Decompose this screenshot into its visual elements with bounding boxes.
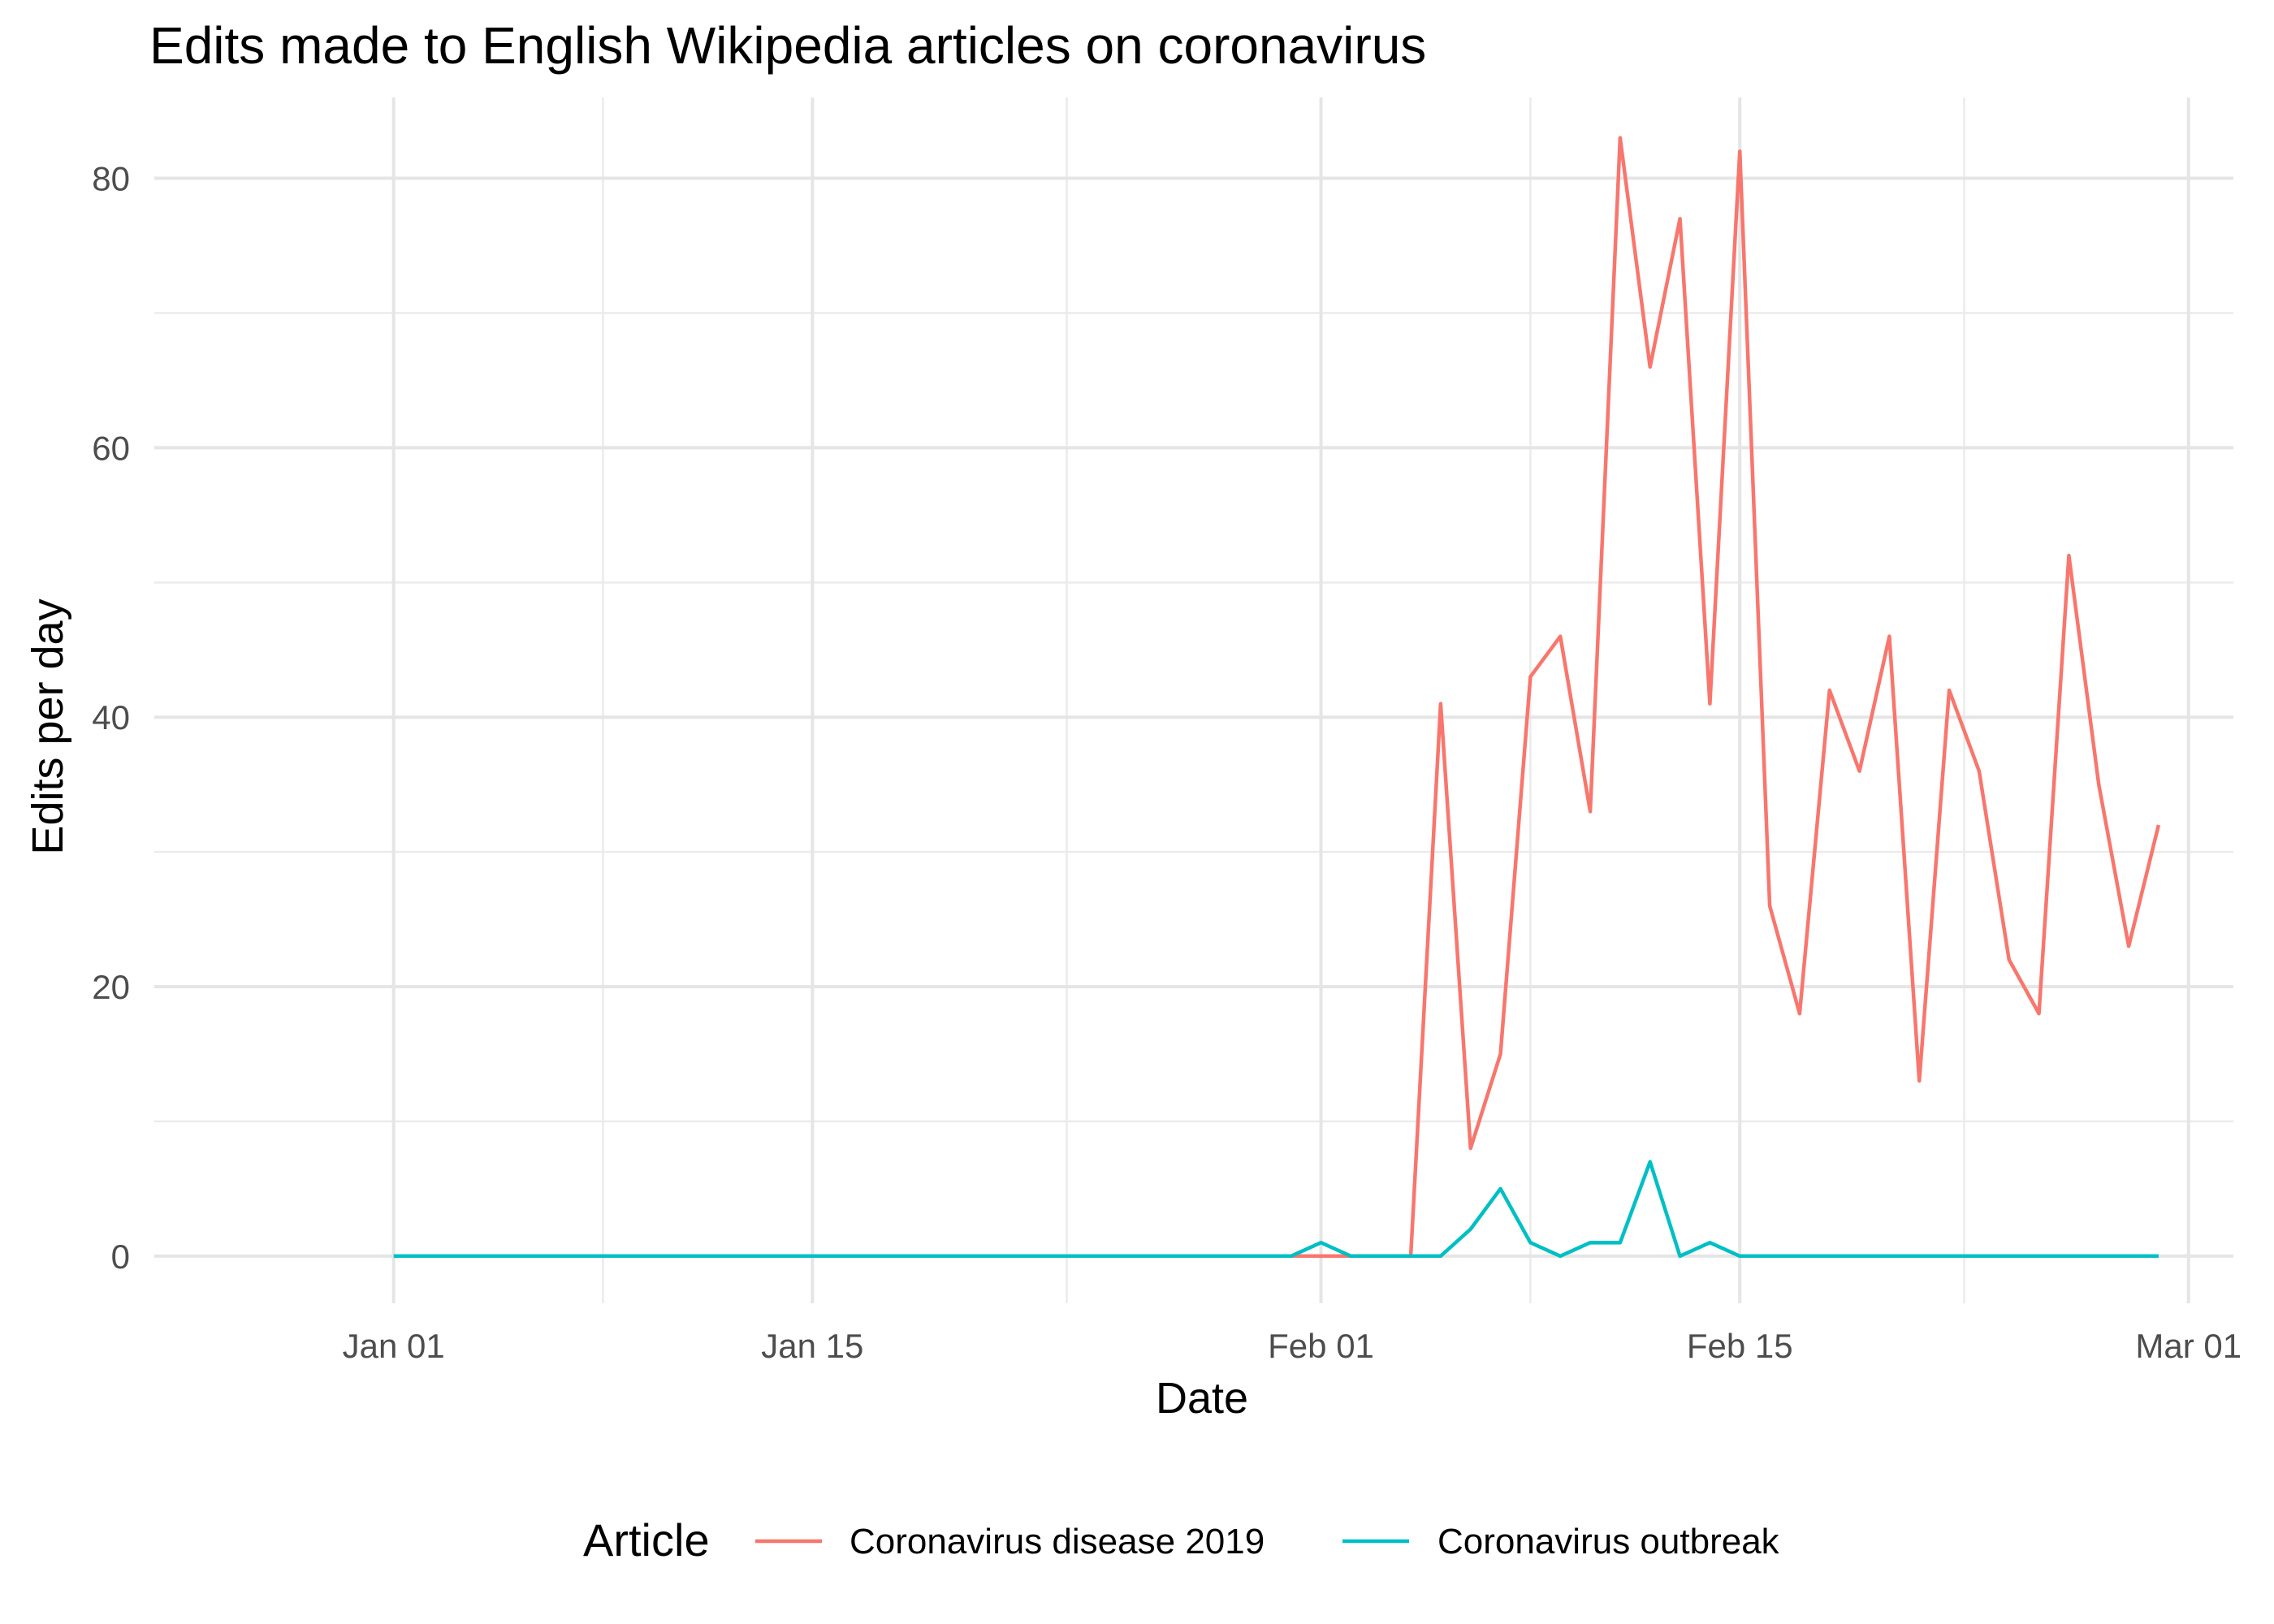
y-tick-label: 40 <box>92 698 130 736</box>
series-layer <box>393 136 2161 1259</box>
legend-label-1: Coronavirus disease 2019 <box>850 1522 1265 1561</box>
series-line-1 <box>1290 136 2161 1259</box>
x-tick-label: Feb 15 <box>1687 1327 1793 1365</box>
y-tick-label: 60 <box>92 429 130 467</box>
x-tick-label: Jan 01 <box>343 1327 445 1365</box>
y-axis-title: Edits per day <box>24 598 72 854</box>
legend-label-2: Coronavirus outbreak <box>1437 1522 1780 1561</box>
x-tick-label: Feb 01 <box>1268 1327 1374 1365</box>
y-tick-label: 20 <box>92 968 130 1006</box>
x-tick-label: Jan 15 <box>761 1327 863 1365</box>
grid-layer <box>154 97 2233 1303</box>
series-line-2 <box>393 1160 2159 1259</box>
x-tick-label: Mar 01 <box>2135 1327 2242 1365</box>
chart-title: Edits made to English Wikipedia articles… <box>149 16 1426 75</box>
x-axis-title: Date <box>1156 1374 1248 1423</box>
legend-title: Article <box>583 1514 710 1566</box>
axis-layer: 0 20 40 60 80 Jan 01 Jan 15 Feb 01 Feb 15 Mar 01 <box>92 160 2242 1365</box>
y-tick-label: 80 <box>92 160 130 198</box>
legend-items: Coronavirus disease 2019 Coronavirus outb… <box>755 1522 1780 1561</box>
y-tick-label: 0 <box>111 1237 130 1276</box>
legend: Article Coronavirus disease 2019 Coronavi… <box>583 1514 1780 1566</box>
